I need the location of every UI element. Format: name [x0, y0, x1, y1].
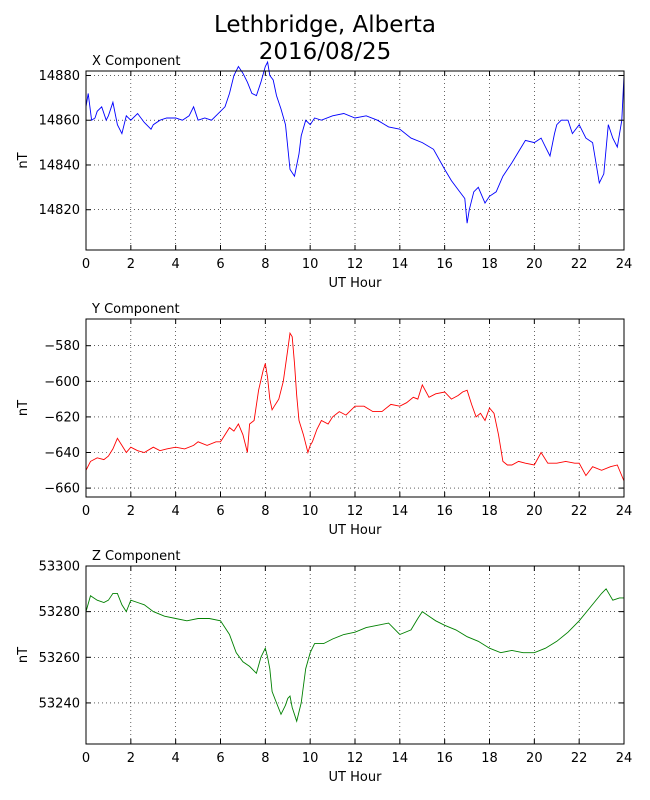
x-tick-label: 24 — [616, 504, 633, 519]
y-axis-label: nT — [16, 400, 31, 416]
x-tick-label: 14 — [392, 504, 409, 519]
x-tick-label: 10 — [302, 504, 319, 519]
x-tick-label: 2 — [127, 751, 135, 766]
y-tick-label: −580 — [44, 339, 80, 354]
y-tick-label: −620 — [44, 410, 80, 425]
y-component-series-line — [85, 331, 625, 482]
x-tick-label: 22 — [571, 257, 588, 272]
y-axis-label: nT — [16, 152, 31, 168]
chart-title-date: 2016/08/25 — [258, 39, 392, 65]
x-tick-label: 12 — [347, 751, 364, 766]
y-tick-label: 14840 — [39, 158, 80, 173]
x-tick-label: 14 — [392, 751, 409, 766]
x-tick-label: 0 — [82, 751, 90, 766]
x-tick-label: 22 — [571, 751, 588, 766]
x-axis-label: UT Hour — [329, 523, 383, 538]
x-axis-label: UT Hour — [329, 276, 383, 291]
x-tick-label: 6 — [216, 751, 224, 766]
x-component-panel: 0 2 4 6 8 10 12 14 16 18 20 22 241482014840148601488… — [16, 54, 632, 291]
x-tick-label: 14 — [392, 257, 409, 272]
x-tick-label: 12 — [347, 504, 364, 519]
x-tick-label: 12 — [347, 257, 364, 272]
x-tick-label: 16 — [436, 257, 453, 272]
x-tick-label: 20 — [526, 504, 543, 519]
y-tick-label: 53260 — [39, 651, 80, 666]
x-tick-label: 20 — [526, 257, 543, 272]
y-component-panel: 0 2 4 6 8 10 12 14 16 18 20 22 24−580−600−620−640−66… — [16, 302, 632, 538]
x-tick-label: 18 — [481, 504, 498, 519]
y-axis-label: nT — [16, 647, 31, 663]
x-tick-label: 0 — [82, 257, 90, 272]
x-tick-label: 2 — [127, 504, 135, 519]
x-tick-label: 16 — [436, 504, 453, 519]
x-tick-label: 24 — [616, 751, 633, 766]
x-tick-label: 8 — [261, 751, 269, 766]
z-component-series-line — [85, 588, 624, 723]
x-tick-label: 18 — [481, 257, 498, 272]
x-tick-label: 22 — [571, 504, 588, 519]
x-tick-label: 16 — [436, 751, 453, 766]
y-tick-label: 14860 — [39, 114, 80, 129]
x-tick-label: 8 — [261, 257, 269, 272]
x-tick-label: 24 — [616, 257, 633, 272]
x-axis-label: UT Hour — [329, 770, 383, 785]
y-tick-label: −640 — [44, 446, 80, 461]
x-tick-label: 10 — [302, 257, 319, 272]
x-tick-label: 8 — [261, 504, 269, 519]
y-tick-label: 53280 — [39, 605, 80, 620]
x-tick-label: 4 — [172, 257, 180, 272]
x-tick-label: 6 — [216, 504, 224, 519]
y-tick-label: 53240 — [39, 696, 80, 711]
x-tick-label: 4 — [172, 751, 180, 766]
panel-title: Y Component — [91, 302, 180, 317]
x-tick-label: 10 — [302, 751, 319, 766]
x-tick-label: 4 — [172, 504, 180, 519]
y-tick-label: 14880 — [39, 69, 80, 84]
panel-title: X Component — [92, 54, 181, 69]
y-tick-label: 53300 — [39, 560, 80, 575]
x-tick-label: 18 — [481, 751, 498, 766]
y-tick-label: 14820 — [39, 203, 80, 218]
y-tick-label: −660 — [44, 482, 80, 497]
panel-title: Z Component — [92, 549, 181, 564]
z-component-panel: 0 2 4 6 8 10 12 14 16 18 20 22 245330053280532605324… — [16, 549, 632, 785]
x-tick-label: 2 — [127, 257, 135, 272]
x-tick-label: 0 — [82, 504, 90, 519]
x-tick-label: 6 — [216, 257, 224, 272]
x-tick-label: 20 — [526, 751, 543, 766]
x-component-series-line — [85, 60, 625, 224]
y-tick-label: −600 — [44, 375, 80, 390]
chart-title-location: Lethbridge, Alberta — [213, 12, 436, 38]
